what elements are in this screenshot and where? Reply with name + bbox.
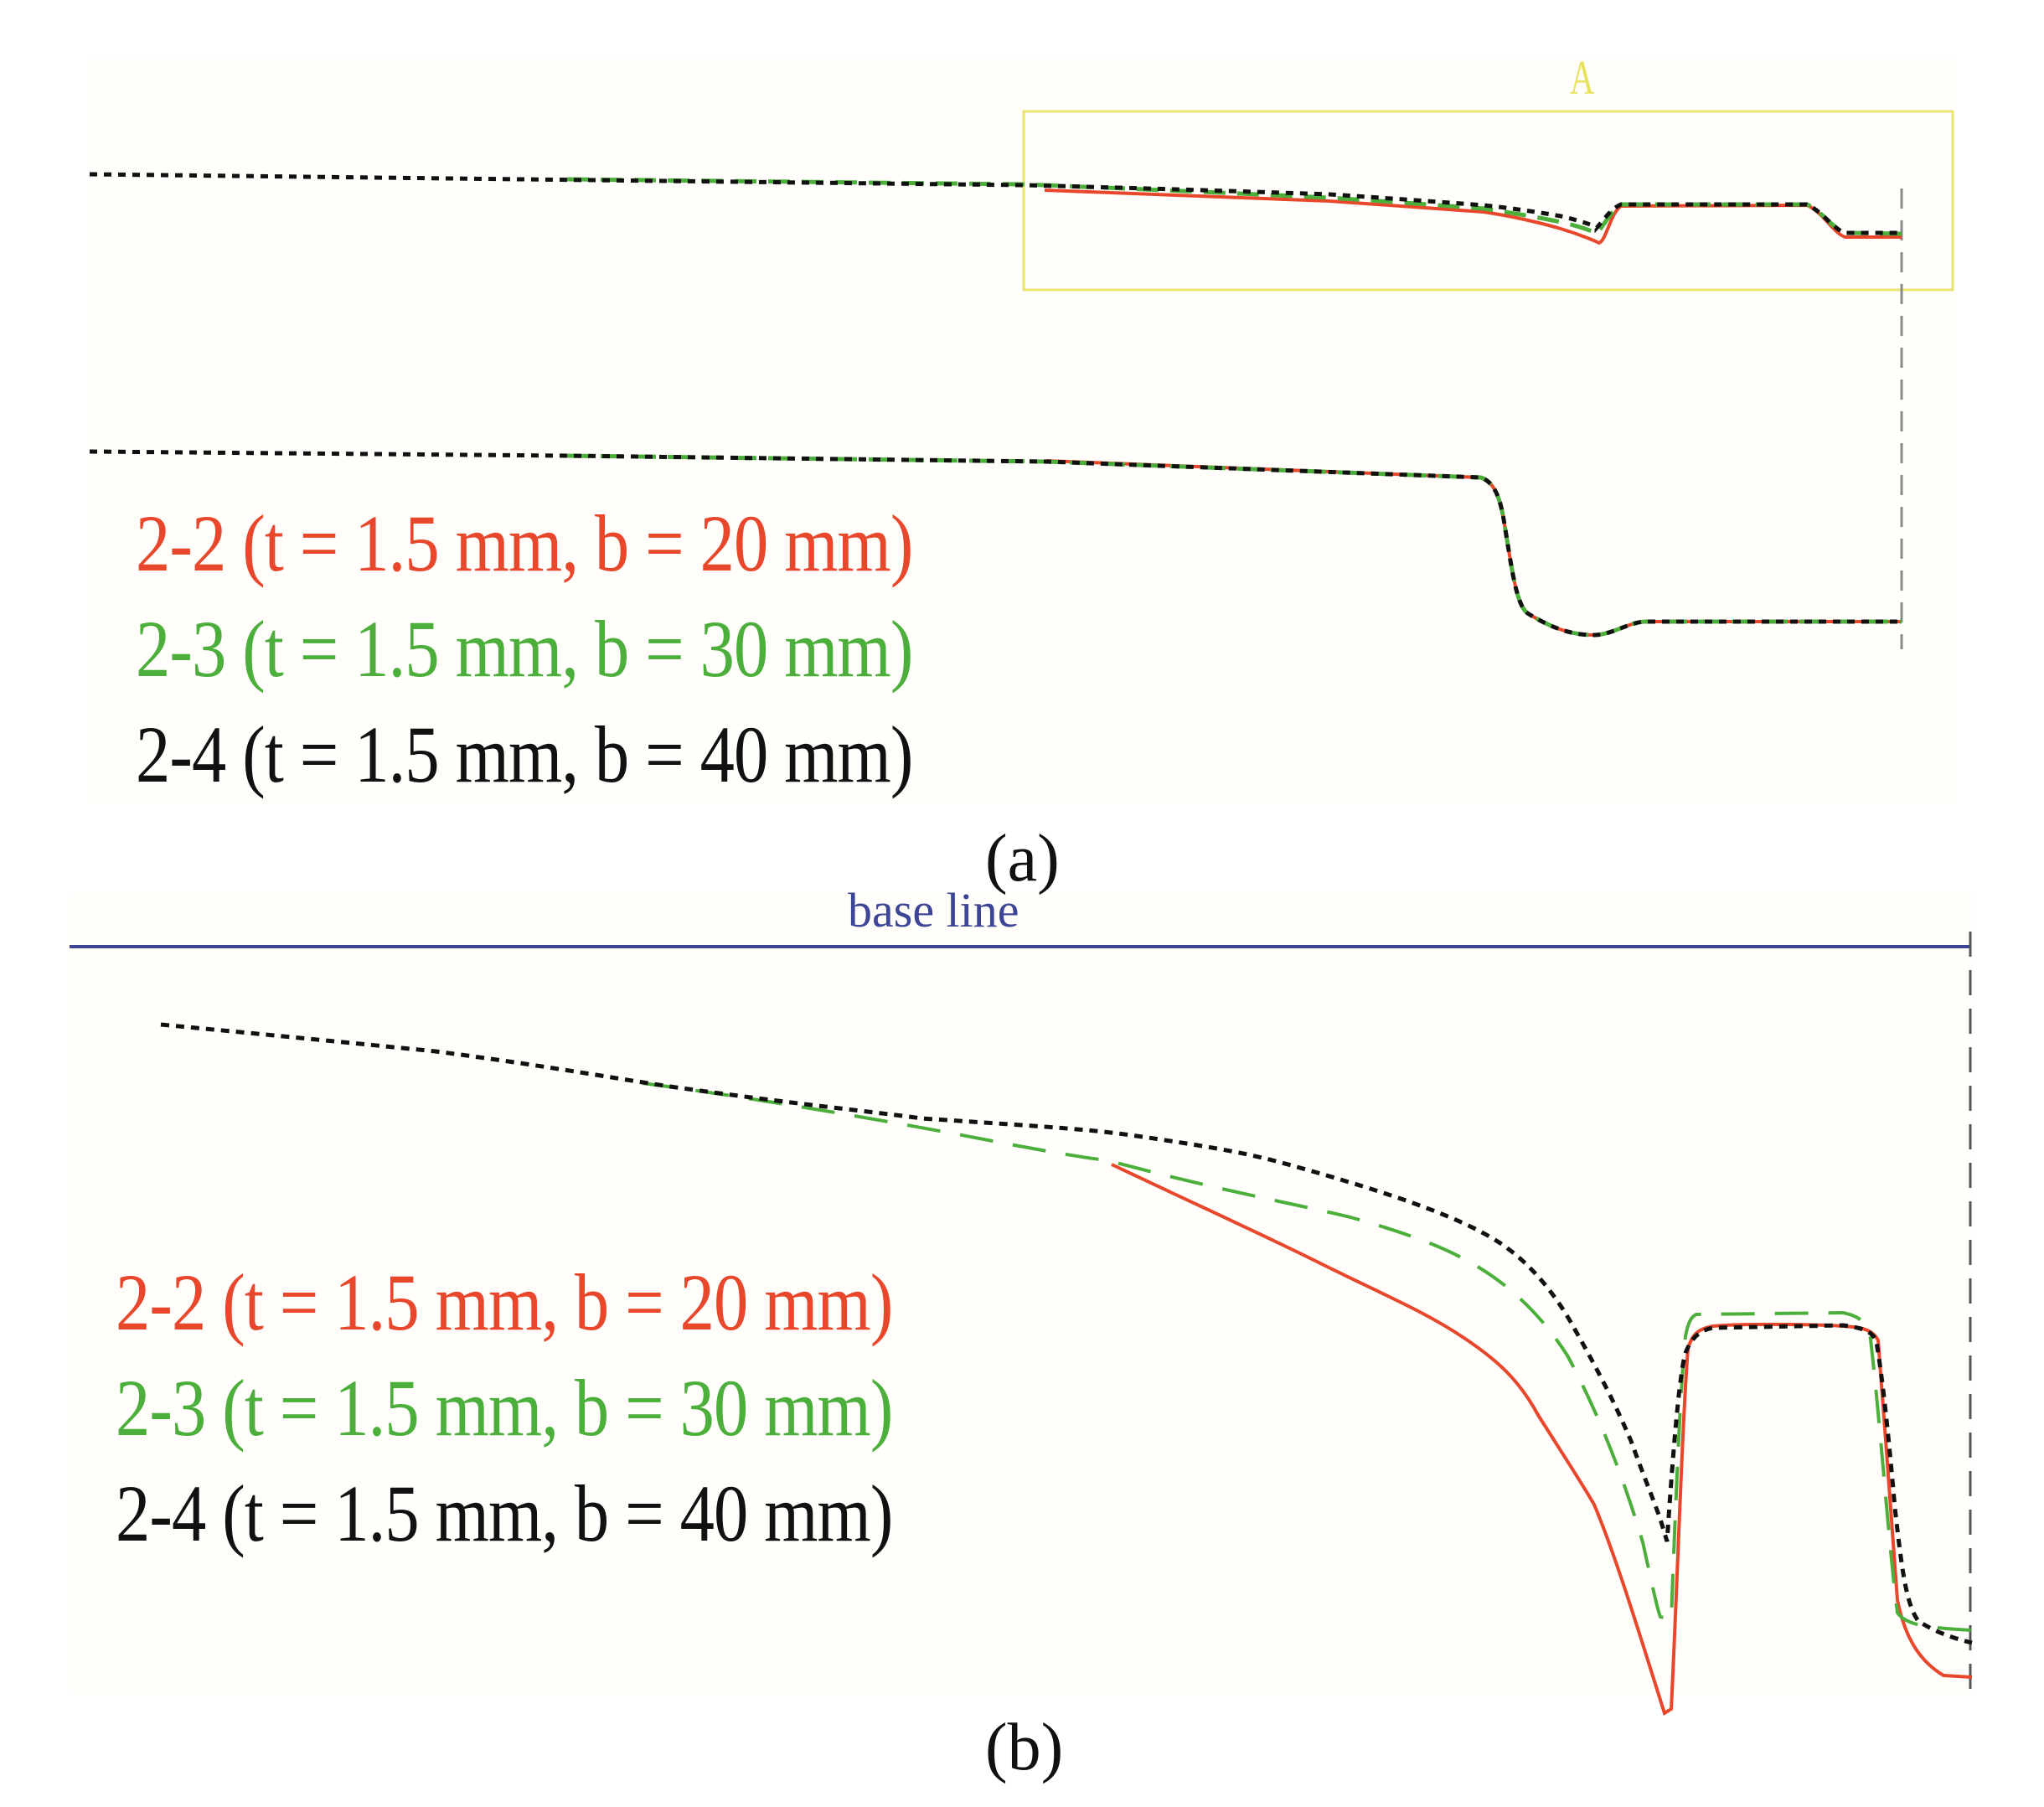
legend-item-2-2: 2-2 (t = 1.5 mm, b = 20 mm) [136, 498, 913, 588]
legend-item-2-3: 2-3 (t = 1.5 mm, b = 30 mm) [116, 1363, 893, 1453]
panel-a-legend: 2-2 (t = 1.5 mm, b = 20 mm) 2-3 (t = 1.5… [136, 491, 1040, 808]
series-2-4-line [160, 1022, 1973, 1645]
panel-b-plot [70, 932, 1973, 1717]
highlight-box-a [1022, 110, 1954, 292]
panel-b-legend: 2-2 (t = 1.5 mm, b = 20 mm) 2-3 (t = 1.5… [116, 1250, 1019, 1567]
panel-a-plot [89, 110, 1954, 649]
series-2-4-upper-line [89, 172, 1902, 235]
panel-b-background [70, 892, 1974, 1695]
panel-b-caption: (b) [985, 1711, 1064, 1784]
highlight-box-label: A [1570, 50, 1595, 105]
series-2-2-lower-line [1045, 459, 1902, 638]
series-2-3-line [642, 1082, 1973, 1632]
legend-item-2-4: 2-4 (t = 1.5 mm, b = 40 mm) [116, 1469, 893, 1558]
series-2-2-line [1111, 1163, 1973, 1717]
panel-a-caption: (a) [985, 822, 1060, 896]
legend-item-2-2: 2-2 (t = 1.5 mm, b = 20 mm) [116, 1257, 893, 1347]
base-line-label: base line [848, 883, 1019, 937]
series-2-2-upper-line [1044, 188, 1902, 245]
series-2-4-lower-line [89, 449, 1902, 638]
legend-item-2-3: 2-3 (t = 1.5 mm, b = 30 mm) [136, 604, 913, 694]
legend-item-2-4: 2-4 (t = 1.5 mm, b = 40 mm) [136, 710, 913, 799]
